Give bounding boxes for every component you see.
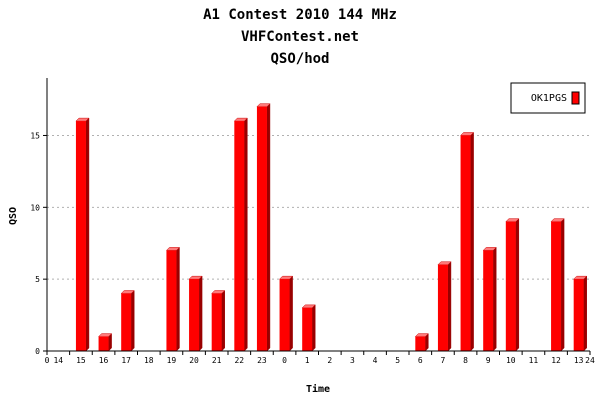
bar: [573, 275, 588, 352]
bar-front: [256, 106, 267, 351]
bar-front: [460, 135, 471, 351]
bar-front: [166, 250, 177, 351]
x-range-label: 24: [585, 356, 595, 365]
x-tick-label: 13: [574, 356, 584, 365]
bar: [414, 333, 429, 352]
bar: [278, 275, 294, 352]
x-tick-label: 5: [395, 356, 400, 365]
bar-side: [560, 218, 565, 352]
bar: [459, 131, 475, 352]
chart-title: A1 Contest 2010 144 MHz: [203, 7, 397, 23]
bar: [256, 103, 271, 352]
bar: [505, 218, 520, 352]
bar-front: [483, 250, 494, 351]
bar-side: [176, 246, 180, 352]
bar: [301, 304, 316, 352]
bar-series: [75, 103, 588, 352]
x-tick-label: 22: [234, 356, 244, 365]
bar-side: [447, 261, 452, 352]
x-tick-label: 6: [418, 356, 423, 365]
bar-side: [221, 289, 225, 352]
x-tick-label: 14: [53, 356, 63, 365]
x-tick-label: 23: [257, 356, 267, 365]
x-tick-label: 20: [189, 356, 199, 365]
bar-front: [121, 293, 132, 351]
bar-front: [437, 264, 448, 351]
bar-front: [75, 121, 86, 352]
y-tick-label: 15: [30, 131, 40, 140]
x-tick-label: 10: [506, 356, 516, 365]
x-tick-label: 18: [144, 356, 154, 365]
bar-front: [573, 279, 584, 351]
bar: [97, 333, 113, 352]
y-axis-ticks: 0 5 10 15: [30, 131, 47, 356]
bar-side: [311, 304, 316, 352]
x-tick-label: 1: [305, 356, 310, 365]
legend-label: OK1PGS: [531, 93, 567, 104]
bar: [550, 218, 565, 352]
x-tick-label: 12: [551, 356, 561, 365]
bar-side: [244, 117, 248, 352]
legend-swatch: [571, 91, 580, 105]
bar: [211, 289, 226, 352]
bar-side: [515, 218, 520, 352]
bar-front: [505, 221, 516, 351]
bar: [188, 275, 203, 352]
x-tick-label: 9: [486, 356, 491, 365]
x-tick-label: 16: [99, 356, 109, 365]
grid-lines: [47, 134, 590, 280]
y-tick-label: 0: [35, 347, 40, 356]
bar: [437, 261, 452, 352]
y-axis-title: QSO: [8, 207, 19, 225]
y-tick-label: 5: [35, 275, 40, 284]
x-tick-label: 4: [373, 356, 378, 365]
x-axis-title: Time: [306, 383, 330, 395]
bar-side: [130, 289, 135, 352]
x-range-label: 0: [45, 356, 50, 365]
bar-side: [583, 275, 587, 352]
bar-front: [98, 336, 109, 351]
y-tick-label: 10: [30, 203, 40, 212]
bar-front: [302, 307, 313, 351]
bar-side: [470, 131, 474, 352]
chart-subtitle: VHFContest.net: [241, 29, 359, 45]
x-tick-label: 15: [76, 356, 86, 365]
bar-front: [189, 279, 200, 351]
bar: [75, 117, 90, 352]
x-tick-label: 11: [529, 356, 539, 365]
x-tick-label: 2: [327, 356, 332, 365]
bar-side: [266, 103, 271, 352]
chart-subtitle-2: QSO/hod: [270, 51, 329, 67]
bar: [165, 246, 181, 352]
bar: [482, 246, 497, 352]
x-tick-label: 0: [282, 356, 287, 365]
bar-front: [234, 121, 245, 352]
bar-front: [415, 336, 426, 351]
bar-side: [492, 246, 497, 352]
x-tick-label: 8: [463, 356, 468, 365]
bar-side: [85, 117, 90, 352]
x-tick-label: 21: [212, 356, 222, 365]
bar-front: [211, 293, 222, 351]
bar-front: [551, 221, 562, 351]
x-tick-label: 17: [121, 356, 131, 365]
legend: OK1PGS: [510, 82, 586, 114]
x-tick-label: 3: [350, 356, 355, 365]
x-tick-label: 7: [441, 356, 446, 365]
x-tick-label: 19: [167, 356, 177, 365]
bar: [233, 117, 248, 352]
bar-front: [279, 279, 290, 351]
bar-side: [289, 275, 293, 352]
bar-side: [198, 275, 203, 352]
bar: [120, 289, 135, 352]
